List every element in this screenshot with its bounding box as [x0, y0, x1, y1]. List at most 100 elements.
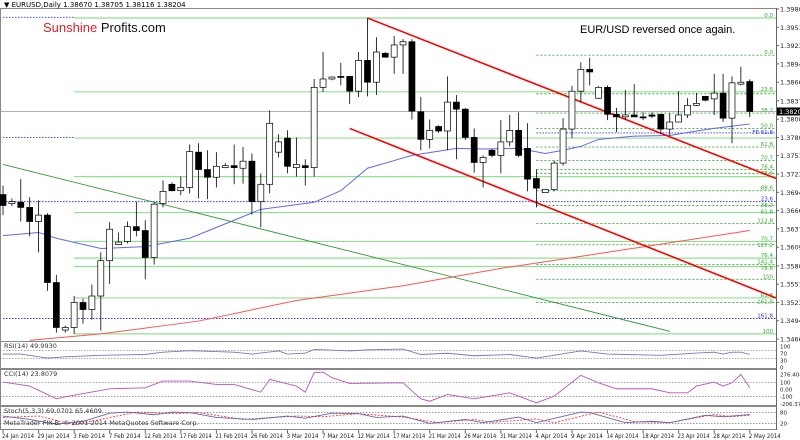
- cci-panel-frame: [0, 369, 777, 406]
- candle: [453, 95, 460, 160]
- candle: [133, 201, 140, 237]
- candle: [26, 197, 34, 237]
- candle-body: [373, 51, 380, 83]
- candle: [515, 112, 522, 158]
- candle: [141, 220, 149, 280]
- fib-level-label: 161.8: [757, 313, 773, 319]
- candle: [568, 86, 576, 139]
- candle-body: [399, 41, 407, 46]
- candle: [621, 89, 629, 121]
- price-tick-label: 1.39230: [780, 42, 800, 50]
- fib-level-label: 61.8: [761, 142, 774, 148]
- price-tick-label: 1.36090: [780, 244, 800, 252]
- date-tick-label: 3 Mar 2014: [286, 433, 318, 440]
- candle-body: [693, 103, 700, 106]
- date-tick-label: 18 Apr 2014: [642, 433, 674, 440]
- fib-level-label: 23.6: [761, 197, 774, 203]
- candle-body: [266, 122, 274, 185]
- price-tick-label: 1.38945: [780, 60, 800, 68]
- fib-level-label: 23.6: [761, 87, 774, 93]
- candle: [630, 84, 638, 118]
- candle-body: [301, 165, 309, 168]
- date-tick-label: 4 Apr 2014: [535, 433, 567, 440]
- candle-body: [381, 52, 389, 58]
- candle: [70, 296, 78, 334]
- price-tick-label: 1.34660: [780, 336, 800, 344]
- candle-body: [133, 226, 140, 231]
- candle: [497, 120, 505, 174]
- candle: [701, 95, 709, 102]
- fib-level-label: 38.2: [761, 203, 773, 209]
- date-tick-label: 7 Mar 2014: [322, 433, 354, 440]
- candle: [666, 113, 674, 136]
- candle: [408, 39, 416, 120]
- candle-body: [666, 121, 674, 130]
- symbol-label: EURUSD,Daily: [11, 1, 61, 9]
- candle-body: [435, 126, 442, 132]
- candle-body: [213, 165, 220, 178]
- candle: [506, 114, 514, 147]
- date-tick-label: 7 Feb 2014: [109, 433, 141, 440]
- fib-level-label: 70.7: [761, 236, 774, 242]
- candle: [266, 110, 274, 194]
- candle-body: [61, 327, 69, 331]
- candle: [550, 160, 558, 192]
- candle: [284, 130, 291, 174]
- candle-body: [248, 160, 256, 202]
- logo-part1: Sunshine: [43, 20, 98, 35]
- candle: [150, 202, 158, 265]
- candle: [479, 155, 487, 188]
- candle: [710, 73, 718, 115]
- indicator-axis-label: -206.3734: [780, 402, 800, 408]
- candle-body: [239, 160, 247, 169]
- candle: [355, 52, 362, 97]
- price-tick-label: 1.35800: [780, 262, 800, 270]
- fib-level-label: 150: [763, 274, 774, 280]
- footer-copyright: MetaTrader FIX-B, © 2001-2014 MetaQuotes…: [4, 419, 199, 427]
- candle-body: [613, 113, 620, 118]
- slow-moving-average-line: [29, 230, 750, 341]
- candle-body: [541, 189, 549, 193]
- candle: [533, 169, 540, 208]
- candle-body: [284, 137, 291, 167]
- candle-body: [97, 260, 105, 297]
- candle-body: [88, 295, 96, 310]
- candle: [719, 73, 727, 123]
- candle-body: [0, 194, 7, 206]
- candle: [186, 144, 194, 194]
- indicator-axis-label: 30: [780, 359, 787, 365]
- date-tick-label: 14 Apr 2014: [607, 433, 639, 440]
- triangle-down-icon[interactable]: ▼: [4, 1, 10, 9]
- date-tick-label: 17 Feb 2014: [180, 433, 212, 440]
- candle-body: [550, 162, 558, 190]
- candle: [470, 128, 478, 173]
- candle-body: [70, 302, 78, 328]
- current-price-label: 1.38204: [779, 108, 800, 116]
- candle-body: [746, 81, 754, 112]
- rsi-label: RSI(14) 49.9930: [4, 342, 57, 350]
- candle: [168, 182, 176, 192]
- indicator-axis-label: 20: [780, 421, 787, 427]
- price-tick-label: 1.37800: [780, 134, 800, 142]
- candle-body: [621, 114, 629, 118]
- candle-body: [293, 164, 300, 168]
- price-tick-label: 1.39515: [780, 24, 800, 32]
- candle-body: [586, 69, 594, 73]
- channel-trendline: [349, 127, 777, 299]
- indicator-axis-label: 276.4045: [780, 373, 800, 379]
- candle-body: [230, 165, 238, 168]
- candle-body: [44, 214, 51, 283]
- fib-level-label: 61.8: [761, 293, 774, 299]
- candle: [417, 96, 425, 151]
- candle: [390, 35, 398, 74]
- date-tick-label: 29 Jan 2014: [38, 433, 70, 440]
- fib-level-label: 38.2: [761, 108, 773, 114]
- candle: [52, 274, 60, 333]
- date-tick-label: 31 Mar 2014: [500, 433, 532, 440]
- fib-level-label: 76.4: [761, 253, 774, 259]
- candle: [124, 221, 131, 244]
- candle-body: [577, 69, 585, 92]
- candle: [61, 325, 69, 333]
- candle: [684, 98, 691, 119]
